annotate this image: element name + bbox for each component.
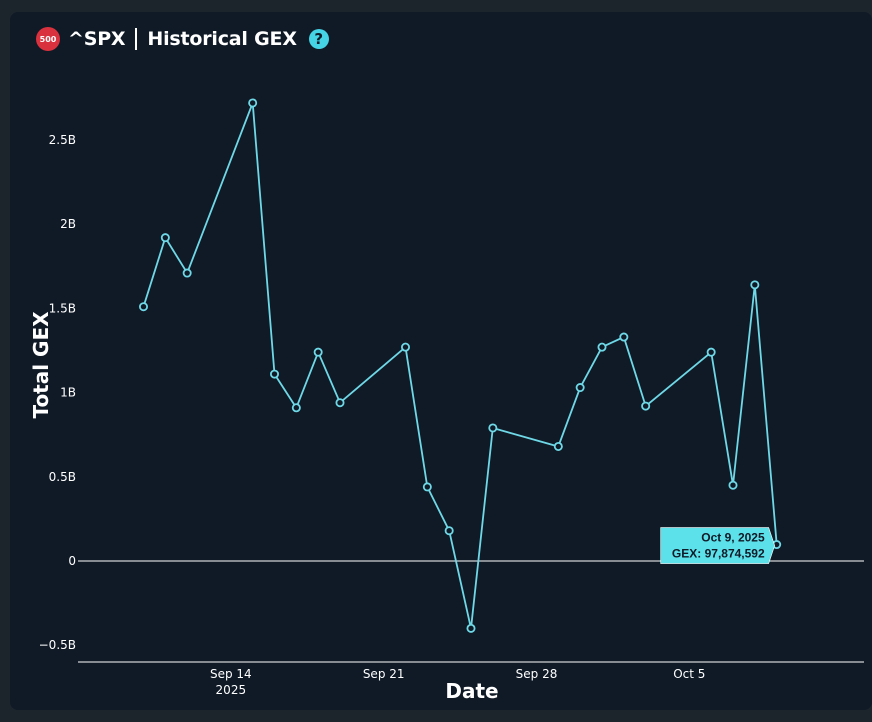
data-point[interactable] xyxy=(750,280,760,290)
tooltip-box xyxy=(660,527,775,564)
data-point[interactable] xyxy=(422,482,432,492)
y-tick-label: 2.5B xyxy=(49,133,76,147)
data-point[interactable] xyxy=(248,98,258,108)
chart-panel xyxy=(10,12,872,710)
data-point[interactable] xyxy=(160,233,170,243)
data-point[interactable] xyxy=(575,383,585,393)
y-tick-label: 0 xyxy=(68,554,76,568)
x-tick-year-label: 2025 xyxy=(216,683,247,697)
x-tick-label: Sep 21 xyxy=(363,667,405,681)
data-point[interactable] xyxy=(291,403,301,413)
gex-series-line xyxy=(142,102,778,629)
y-tick-label: 0.5B xyxy=(49,470,76,484)
y-axis-title: Total GEX xyxy=(29,311,53,419)
tooltip-value: GEX: 97,874,592 xyxy=(672,547,765,561)
y-tick-label: 1B xyxy=(60,386,76,400)
chart-name: Historical GEX xyxy=(147,27,297,50)
data-point[interactable] xyxy=(553,441,563,451)
data-point[interactable] xyxy=(138,302,148,312)
chart-title: ^SPX Historical GEX xyxy=(68,28,297,51)
data-point[interactable] xyxy=(641,401,651,411)
y-tick-label: 1.5B xyxy=(49,301,76,315)
title-separator xyxy=(135,28,138,51)
data-point[interactable] xyxy=(728,480,738,490)
data-point[interactable] xyxy=(466,623,476,633)
x-axis-title: Date xyxy=(445,679,498,703)
sp500-badge-icon: 500 xyxy=(36,27,60,51)
x-tick-label: Oct 5 xyxy=(673,667,705,681)
data-point[interactable] xyxy=(400,342,410,352)
data-point[interactable] xyxy=(335,398,345,408)
data-point[interactable] xyxy=(269,369,279,379)
tooltip-date: Oct 9, 2025 xyxy=(701,531,765,545)
gex-data-points[interactable] xyxy=(138,98,782,633)
hover-tooltip: Oct 9, 2025 GEX: 97,874,592 xyxy=(660,527,775,564)
data-point[interactable] xyxy=(444,526,454,536)
y-tick-label: 2B xyxy=(60,217,76,231)
question-circle-icon[interactable]: ? xyxy=(308,29,329,49)
data-point[interactable] xyxy=(488,423,498,433)
x-tick-label: Sep 14 xyxy=(210,667,252,681)
data-point[interactable] xyxy=(619,332,629,342)
ticker-symbol: ^SPX xyxy=(68,27,126,50)
data-point[interactable] xyxy=(597,342,607,352)
data-point[interactable] xyxy=(182,268,192,278)
x-tick-label: Sep 28 xyxy=(516,667,558,681)
y-axis-ticks: −0.5B 0 0.5B 1B 1.5B 2B 2.5B xyxy=(39,133,76,652)
x-axis-ticks: Sep 14 2025 Sep 21 Sep 28 Oct 5 xyxy=(210,667,705,697)
chart-header: 500 ^SPX Historical GEX ? xyxy=(36,26,329,52)
data-point[interactable] xyxy=(313,347,323,357)
data-point[interactable] xyxy=(706,347,716,357)
y-tick-label: −0.5B xyxy=(39,638,76,652)
